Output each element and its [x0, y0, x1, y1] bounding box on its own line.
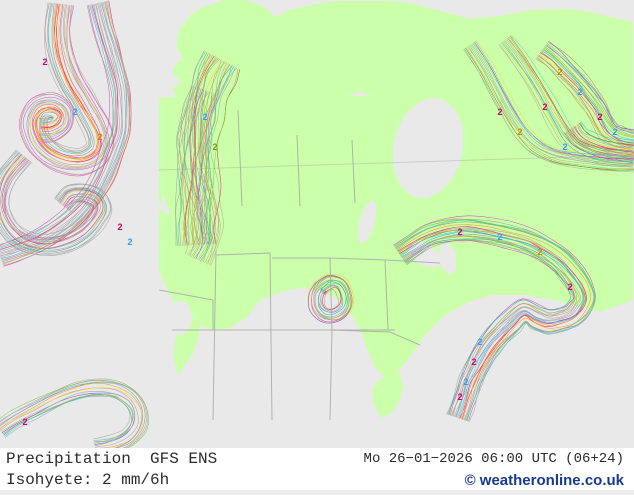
svg-text:2: 2 [127, 237, 132, 247]
svg-text:2: 2 [457, 392, 462, 402]
svg-text:2: 2 [117, 222, 122, 232]
svg-text:2: 2 [612, 127, 617, 137]
svg-text:2: 2 [557, 67, 562, 77]
svg-text:2: 2 [212, 142, 217, 152]
svg-text:2: 2 [577, 87, 582, 97]
svg-text:2: 2 [497, 107, 502, 117]
svg-text:2: 2 [457, 227, 462, 237]
svg-text:2: 2 [562, 142, 567, 152]
svg-text:2: 2 [72, 107, 77, 117]
svg-text:2: 2 [202, 112, 207, 122]
svg-text:2: 2 [517, 127, 522, 137]
svg-text:2: 2 [497, 232, 502, 242]
svg-text:2: 2 [471, 357, 476, 367]
svg-text:2: 2 [22, 417, 27, 427]
svg-text:2: 2 [477, 337, 482, 347]
svg-text:2: 2 [542, 102, 547, 112]
svg-text:2: 2 [567, 282, 572, 292]
svg-text:2: 2 [42, 57, 47, 67]
svg-text:2: 2 [97, 132, 102, 142]
svg-text:2: 2 [463, 377, 468, 387]
svg-text:2: 2 [537, 247, 542, 257]
svg-text:2: 2 [597, 112, 602, 122]
